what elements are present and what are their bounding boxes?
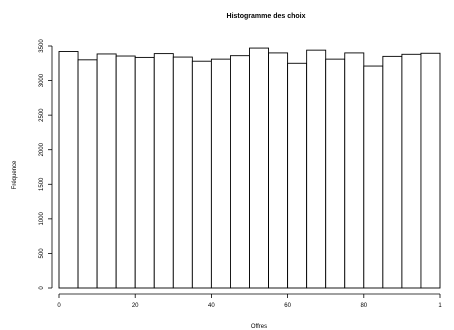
y-tick-label: 500	[39, 248, 45, 259]
histogram-bar	[134, 56, 155, 289]
y-tick-label: 1500	[39, 177, 45, 191]
x-axis-label: Offres	[251, 324, 267, 330]
histogram-bar	[382, 55, 403, 289]
x-tick-label: 40	[208, 303, 215, 309]
histogram-bar	[420, 52, 441, 289]
y-tick-label: 2500	[39, 108, 45, 122]
histogram-bar	[153, 53, 174, 289]
histogram-bar	[172, 56, 193, 289]
histogram-bar	[287, 62, 308, 289]
histogram-bar	[249, 47, 269, 289]
histogram-bar	[191, 60, 212, 289]
histogram-bars	[58, 47, 441, 289]
y-tick-label: 3500	[39, 39, 45, 53]
y-tick-label: 3000	[39, 73, 45, 87]
histogram-bar	[115, 55, 136, 289]
y-tick-label: 2000	[39, 142, 45, 156]
x-tick-label: 60	[284, 303, 291, 309]
y-axis: 0 500 1000 1500 2000 2500 3000 3500	[39, 39, 53, 290]
y-tick-label: 1000	[39, 212, 45, 226]
x-axis: 0 20 40 60 80 1	[57, 293, 442, 309]
histogram-bar	[210, 58, 231, 289]
y-axis-ticks: 0 500 1000 1500 2000 2500 3000 3500	[39, 39, 52, 290]
chart-title: Histogramme des choix	[227, 13, 306, 20]
histogram-bar	[344, 52, 365, 289]
histogram-bar	[325, 58, 346, 289]
y-axis-label: Fréquence	[12, 160, 18, 189]
x-tick-label: 80	[360, 303, 367, 309]
x-tick-label: 0	[57, 303, 61, 309]
histogram-bar	[306, 49, 327, 289]
histogram-bar	[96, 53, 117, 289]
x-tick-label: 1	[438, 303, 442, 309]
x-tick-label: 20	[132, 303, 139, 309]
histogram-bar	[363, 65, 384, 289]
histogram-bar	[77, 59, 98, 289]
histogram-bar	[401, 53, 422, 289]
x-axis-ticks: 0 20 40 60 80 1	[57, 294, 442, 309]
y-tick-label: 0	[39, 286, 45, 290]
histogram-bar	[229, 55, 250, 289]
histogram-bar	[58, 51, 79, 289]
histogram-bar	[268, 52, 289, 289]
